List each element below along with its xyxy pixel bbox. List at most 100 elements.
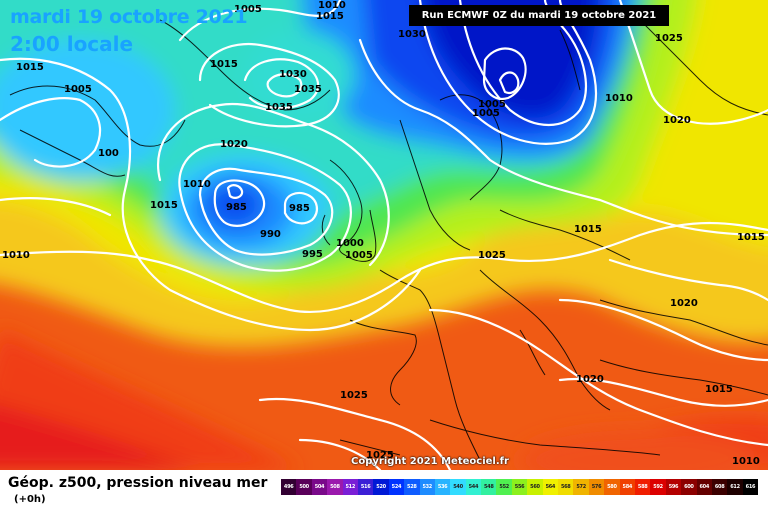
legend-swatch: 512	[342, 479, 358, 495]
legend-value: 548	[484, 484, 494, 490]
isobar-label: 1015	[574, 224, 602, 235]
legend-swatch: 568	[558, 479, 574, 495]
local-time-title: 2:00 locale	[10, 32, 134, 56]
legend-swatch: 572	[573, 479, 589, 495]
legend-swatch: 500	[296, 479, 312, 495]
legend-value: 520	[376, 484, 386, 490]
legend-swatch: 548	[481, 479, 497, 495]
legend-value: 528	[407, 484, 417, 490]
isobar-label: 985	[289, 203, 310, 214]
legend-value: 576	[591, 484, 602, 490]
legend-swatch: 528	[404, 479, 420, 495]
legend-swatch: 604	[696, 479, 712, 495]
legend-value: 580	[607, 484, 617, 490]
isobar-label: 1025	[655, 33, 683, 44]
lead-time: (+0h)	[14, 494, 46, 505]
legend-swatch: 576	[588, 479, 605, 495]
isobar-label: 1005	[345, 250, 373, 261]
isobar-label: 1015	[737, 232, 765, 243]
legend-value: 584	[622, 484, 633, 490]
geopotential-map: 1005 1015 1005 100 1010 1015 1015 1030 1…	[0, 0, 768, 470]
legend-swatch: 556	[511, 479, 528, 495]
isobar-label: 1025	[478, 250, 506, 261]
isobar-label: 1015	[705, 384, 733, 395]
legend-swatch: 560	[527, 479, 543, 495]
isobar-label: 1030	[398, 29, 426, 40]
legend-swatch: 536	[434, 479, 451, 495]
isobar-label: 1020	[576, 374, 604, 385]
isobar-label: 1010	[2, 250, 30, 261]
legend-swatch: 516	[357, 479, 374, 495]
legend-value: 616	[745, 484, 756, 490]
legend-value: 504	[314, 484, 325, 490]
isobar-label: 1020	[670, 298, 698, 309]
isobar-label: 1035	[265, 102, 293, 113]
legend-swatch: 496	[281, 479, 297, 495]
legend-value: 568	[560, 484, 571, 490]
legend-value: 536	[437, 484, 448, 490]
z500-color-field	[0, 0, 768, 470]
isobar-label: 1010	[732, 456, 760, 467]
isobar-label: 1000	[336, 238, 364, 249]
legend-value: 540	[453, 484, 463, 490]
legend-swatch: 540	[450, 479, 466, 495]
legend-value: 524	[391, 484, 402, 490]
legend-value: 604	[699, 484, 710, 490]
isobar-label: 1020	[220, 139, 248, 150]
isobar-label: 1010	[183, 179, 211, 190]
legend-value: 544	[468, 484, 479, 490]
legend-swatch: 564	[542, 479, 559, 495]
legend-value: 516	[360, 484, 371, 490]
legend-value: 596	[668, 484, 679, 490]
legend-value: 592	[653, 484, 663, 490]
legend-swatch: 600	[681, 479, 697, 495]
legend-swatch: 580	[604, 479, 620, 495]
isobar-label: 1005	[472, 108, 500, 119]
isobar-label: 1005	[64, 84, 92, 95]
footer: Géop. z500, pression niveau mer (+0h) 49…	[0, 470, 768, 512]
legend-swatch: 616	[742, 479, 759, 495]
run-banner: Run ECMWF 0Z du mardi 19 octobre 2021	[409, 5, 669, 26]
date-title: mardi 19 octobre 2021	[10, 6, 248, 28]
isobar-label: 995	[302, 249, 323, 260]
isobar-label: 1010	[605, 93, 633, 104]
parameter-title: Géop. z500, pression niveau mer	[8, 475, 268, 491]
legend-swatch: 584	[619, 479, 635, 495]
legend-swatch: 532	[419, 479, 435, 495]
legend-swatch: 612	[727, 479, 743, 495]
legend-value: 564	[545, 484, 556, 490]
legend-swatch: 552	[496, 479, 512, 495]
legend-swatch: 544	[465, 479, 482, 495]
legend-value: 556	[514, 484, 525, 490]
legend-value: 572	[576, 484, 586, 490]
copyright-notice: Copyright 2021 Meteociel.fr	[351, 456, 509, 467]
isobar-label: 985	[226, 202, 247, 213]
legend-swatch: 596	[665, 479, 682, 495]
isobar-label: 1015	[210, 59, 238, 70]
isobar-label: 1015	[16, 62, 44, 73]
legend-swatch: 504	[311, 479, 328, 495]
legend-swatch: 508	[327, 479, 343, 495]
isobar-label: 1020	[663, 115, 691, 126]
legend-value: 552	[499, 484, 509, 490]
isobar-label: 1015	[316, 11, 344, 22]
isobar-label: 1030	[279, 69, 307, 80]
isobar-label: 1005	[234, 4, 262, 15]
legend-value: 512	[345, 484, 356, 490]
isobar-label: 1035	[294, 84, 322, 95]
isobar-labels: 1005 1015 1005 100 1010 1015 1015 1030 1…	[2, 0, 765, 467]
legend-value: 588	[637, 484, 648, 490]
legend-swatch: 592	[650, 479, 666, 495]
isobar-label: 1025	[366, 450, 394, 461]
color-scale-legend: 496 500 504 508 512 516 520 524 528 532 536 540 544 5…	[281, 479, 759, 495]
legend-value: 608	[714, 484, 725, 490]
legend-swatch: 608	[711, 479, 728, 495]
isobar-label: 990	[260, 229, 281, 240]
legend-value: 612	[730, 484, 740, 490]
isobar-label: 1010	[318, 0, 346, 11]
legend-value: 500	[299, 484, 309, 490]
legend-value: 600	[684, 484, 694, 490]
isobar-label: 100	[98, 148, 119, 159]
legend-swatches: 496 500 504 508 512 516 520 524 528 532 536 540 544 5…	[281, 479, 759, 495]
